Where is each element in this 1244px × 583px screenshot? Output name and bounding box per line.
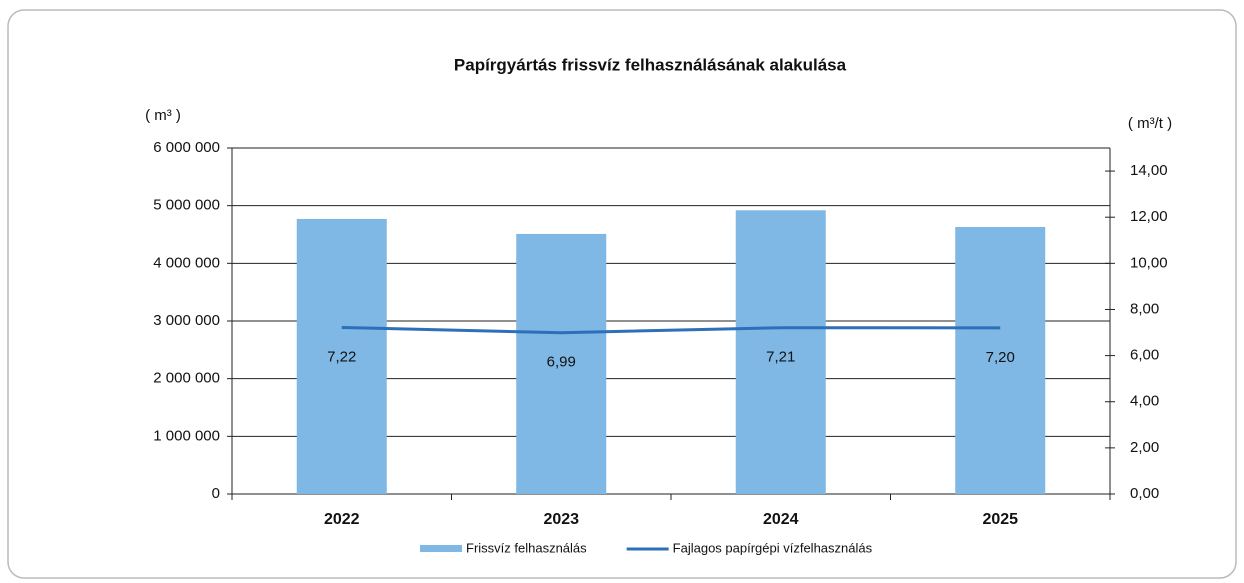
y-tick-label: 2 000 000: [153, 370, 220, 387]
bar: [735, 210, 826, 494]
y2-axis-label: ( m³/t ): [1128, 115, 1172, 132]
y2-tick-label: 6,00: [1130, 347, 1159, 364]
bar: [955, 227, 1046, 494]
bar: [296, 218, 387, 494]
y-axis-label: ( m³ ): [145, 107, 181, 124]
chart-title: Papírgyártás frissvíz felhasználásának a…: [454, 55, 847, 74]
y2-tick-label: 0,00: [1130, 485, 1159, 502]
x-tick-label: 2022: [324, 511, 360, 528]
line: [341, 325, 1001, 335]
chart-frame: [7, 9, 1237, 579]
data-label: 7,22: [327, 348, 356, 365]
bar: [516, 233, 607, 494]
legend-label: Fajlagos papírgépi vízfelhasználás: [673, 540, 873, 555]
y-tick-label: 5 000 000: [153, 197, 220, 214]
y2-tick-label: 2,00: [1130, 439, 1159, 456]
y-tick-label: 4 000 000: [153, 254, 220, 271]
y-tick-label: 1 000 000: [153, 427, 220, 444]
x-tick-label: 2023: [543, 511, 579, 528]
data-label: 7,21: [766, 349, 795, 366]
data-label: 7,20: [986, 349, 1015, 366]
y2-tick-label: 12,00: [1130, 208, 1168, 225]
y2-tick-label: 4,00: [1130, 393, 1159, 410]
legend-swatch: [420, 545, 462, 552]
y-tick-label: 6 000 000: [153, 139, 220, 156]
y2-tick-label: 14,00: [1130, 162, 1168, 179]
legend-label: Frissvíz felhasználás: [466, 540, 587, 555]
y2-tick-label: 8,00: [1130, 300, 1159, 317]
x-tick-label: 2024: [763, 511, 799, 528]
x-tick-label: 2025: [982, 511, 1018, 528]
y2-tick-label: 10,00: [1130, 254, 1168, 271]
y-tick-label: 3 000 000: [153, 312, 220, 329]
data-label: 6,99: [547, 354, 576, 371]
y-tick-label: 0: [212, 485, 220, 502]
